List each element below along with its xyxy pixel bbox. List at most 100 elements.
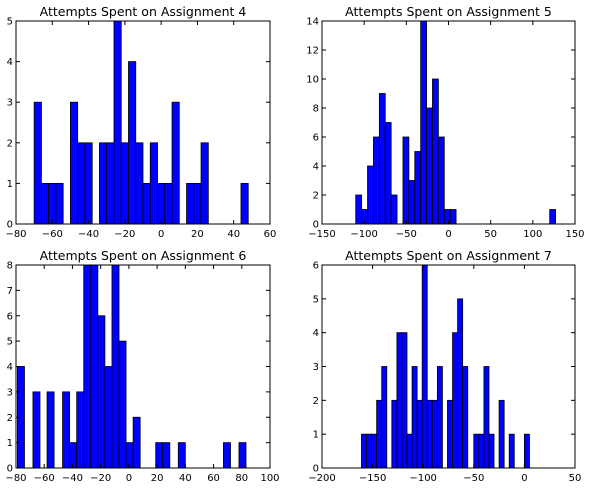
x-tick-label: −60: [34, 473, 55, 484]
chart-title: Attempts Spent on Assignment 6: [40, 248, 247, 263]
histogram-bar: [391, 399, 398, 469]
y-tick-label: 2: [313, 191, 319, 202]
axes-frame: [321, 20, 576, 225]
histogram-bar: [524, 433, 530, 469]
histogram-bar: [223, 442, 231, 469]
histogram-bar: [384, 122, 392, 225]
y-tick-label: 0: [313, 464, 319, 475]
histogram-bar: [104, 366, 113, 469]
histogram-bar: [106, 142, 115, 225]
histogram-bar: [120, 142, 129, 225]
histogram-bar: [390, 194, 398, 225]
histogram-bar: [449, 209, 457, 225]
histogram-bar: [355, 194, 363, 225]
x-tick-label: 0: [445, 229, 451, 240]
histogram-bar: [376, 399, 383, 469]
histogram-bar: [488, 433, 495, 469]
x-tick-label: 40: [227, 229, 240, 240]
histogram-bar: [128, 61, 137, 225]
histogram-bar: [361, 433, 367, 469]
histogram-bar: [436, 366, 443, 469]
histogram-bar: [381, 366, 388, 469]
histogram-bar: [135, 142, 144, 225]
x-tick-label: 60: [207, 473, 220, 484]
y-tick-label: 2: [7, 138, 13, 149]
x-tick-label: −200: [308, 473, 335, 484]
x-tick-label: 150: [565, 229, 584, 240]
histogram-bar: [69, 442, 78, 469]
y-tick-label: 12: [306, 46, 319, 57]
histogram-bar: [401, 332, 408, 469]
x-tick-label: −40: [78, 229, 99, 240]
y-tick-label: 4: [7, 57, 13, 68]
y-tick-label: 4: [7, 362, 13, 373]
histogram-bar: [437, 136, 445, 225]
histogram-bar: [426, 399, 433, 469]
histogram-panel-4: −200 −150 −100 −50 0 50 0 1 2 3 4 5 6 Attempts Spent …: [308, 248, 581, 484]
x-tick-label: 100: [523, 229, 542, 240]
x-tick-label: −20: [90, 473, 111, 484]
histogram-bar: [84, 142, 93, 225]
histogram-panel-1: −80 −60 −40 −20 0 20 40 60 0 1 2 3 4 5 Attempts Spent …: [5, 4, 276, 240]
histogram-bar: [33, 101, 42, 225]
histogram-bar: [186, 182, 195, 225]
histogram-bar: [162, 442, 171, 469]
histogram-bar: [46, 391, 55, 469]
histogram-bar: [240, 182, 249, 225]
axes-frame: [15, 20, 271, 225]
histogram-bar: [125, 442, 134, 469]
histogram-bar: [366, 433, 372, 469]
y-tick-label: 5: [313, 294, 319, 305]
x-tick-label: −50: [463, 473, 484, 484]
histogram-bar: [421, 264, 428, 469]
histogram-bar: [432, 78, 439, 225]
histogram-bar: [32, 391, 41, 469]
y-tick-label: 0: [7, 464, 13, 475]
x-tick-label: −100: [350, 229, 377, 240]
x-tick-label: −40: [62, 473, 83, 484]
y-tick-label: 1: [313, 430, 319, 441]
histogram-bar: [373, 136, 380, 225]
histogram-bar: [402, 136, 410, 225]
y-tick-label: 6: [313, 261, 319, 272]
x-tick-label: 20: [151, 473, 164, 484]
x-tick-label: −100: [409, 473, 436, 484]
x-tick-label: −60: [42, 229, 63, 240]
y-tick-label: 7: [7, 286, 13, 297]
histogram-bar: [378, 93, 386, 225]
histogram-bar: [483, 366, 490, 469]
histogram-bar: [396, 332, 403, 469]
histogram-bar: [462, 366, 469, 469]
x-tick-label: −20: [114, 229, 135, 240]
y-tick-label: 3: [313, 362, 319, 373]
histogram-bar: [414, 151, 422, 225]
histogram-bar: [498, 399, 505, 469]
histogram-bar: [76, 391, 85, 469]
y-tick-label: 0: [313, 220, 319, 231]
chart-title: Attempts Spent on Assignment 4: [40, 4, 247, 19]
chart-title: Attempts Spent on Assignment 7: [345, 248, 552, 263]
x-tick-label: 40: [179, 473, 192, 484]
histogram-bar: [371, 433, 378, 469]
y-tick-label: 6: [313, 133, 319, 144]
histogram-bar: [457, 298, 464, 469]
y-tick-label: 8: [7, 261, 13, 272]
histogram-bar: [408, 180, 416, 225]
histogram-bar: [111, 264, 120, 469]
y-tick-label: 3: [7, 98, 13, 109]
histogram-bar: [473, 433, 480, 469]
x-tick-label: −80: [5, 229, 26, 240]
chart-title: Attempts Spent on Assignment 5: [345, 4, 552, 19]
histogram-panel-3: −80 −60 −40 −20 0 20 40 60 80 100 0 1 2 3 4 5 6 7 8 Attempt…: [5, 248, 279, 484]
histogram-bar: [406, 433, 413, 469]
histogram-bar: [443, 209, 451, 225]
histogram-bar: [193, 182, 202, 225]
x-tick-label: 0: [158, 229, 164, 240]
histogram-bar: [447, 399, 453, 469]
x-tick-label: 50: [484, 229, 497, 240]
y-tick-label: 10: [306, 75, 319, 86]
histogram-bar: [478, 433, 485, 469]
x-tick-label: −50: [396, 229, 417, 240]
y-tick-label: 3: [7, 387, 13, 398]
